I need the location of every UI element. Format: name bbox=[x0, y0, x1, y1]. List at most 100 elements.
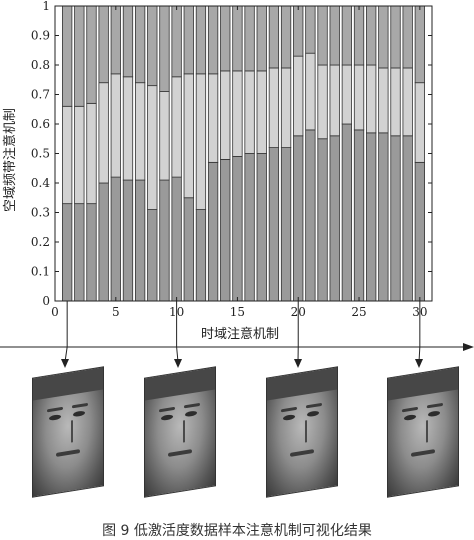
bar-segment-top bbox=[99, 6, 108, 83]
nose-shape bbox=[65, 420, 73, 443]
bar-segment-top bbox=[391, 6, 400, 68]
bar-segment-top bbox=[172, 6, 181, 77]
pointer-arrowhead bbox=[294, 359, 302, 368]
bar-segment-bottom bbox=[293, 136, 302, 301]
eye-shape bbox=[161, 414, 173, 421]
mouth-shape bbox=[290, 449, 314, 457]
eye-shape bbox=[283, 414, 295, 421]
bar-segment-bottom bbox=[257, 154, 266, 302]
y-tick-label: 0.7 bbox=[31, 88, 50, 102]
bar-segment-bottom bbox=[184, 198, 193, 301]
bar-segment-middle bbox=[318, 65, 327, 139]
bar-segment-middle bbox=[111, 74, 120, 177]
bar-segment-middle bbox=[221, 71, 230, 159]
brow-shape bbox=[427, 403, 443, 409]
y-axis-label: 空域频带注意机制 bbox=[2, 108, 18, 212]
bar-segment-bottom bbox=[172, 177, 181, 301]
x-tick-label: 15 bbox=[230, 305, 245, 319]
bar-segment-middle bbox=[281, 68, 290, 148]
bar-segment-bottom bbox=[196, 210, 205, 301]
y-tick-label: 0.3 bbox=[31, 206, 50, 220]
bar-segment-top bbox=[221, 6, 230, 71]
bar-segment-middle bbox=[257, 71, 266, 154]
bar-segment-middle bbox=[123, 77, 132, 180]
bar-segment-middle bbox=[148, 86, 157, 210]
bar-segment-top bbox=[123, 6, 132, 77]
bar-segment-top bbox=[318, 6, 327, 65]
bar-segment-middle bbox=[87, 103, 96, 203]
bar-segment-middle bbox=[391, 68, 400, 136]
y-tick-label: 0.8 bbox=[31, 58, 50, 72]
y-tick-label: 0 bbox=[42, 294, 50, 308]
x-tick-label: 0 bbox=[51, 305, 59, 319]
mouth-shape bbox=[411, 449, 435, 457]
bar-segment-top bbox=[257, 6, 266, 71]
bar-segment-top bbox=[415, 6, 424, 83]
bar-segment-bottom bbox=[330, 136, 339, 301]
bar-segment-middle bbox=[379, 68, 388, 133]
bar-segment-top bbox=[245, 6, 254, 71]
bar-segment-bottom bbox=[75, 204, 84, 301]
bar-segment-top bbox=[148, 6, 157, 86]
bar-segment-bottom bbox=[403, 136, 412, 301]
mouth-shape bbox=[56, 449, 80, 457]
bar-segment-top bbox=[208, 6, 217, 74]
bar-segment-top bbox=[281, 6, 290, 68]
nose-shape bbox=[420, 420, 428, 443]
bar-segment-middle bbox=[208, 74, 217, 163]
bar-segment-bottom bbox=[111, 177, 120, 301]
timeline-arrowhead bbox=[463, 343, 474, 351]
y-tick-label: 1 bbox=[42, 0, 50, 13]
bar-segment-bottom bbox=[99, 183, 108, 301]
bar-segment-middle bbox=[75, 106, 84, 203]
pointer-arrowhead bbox=[174, 359, 182, 368]
figure-caption: 图 9 低激活度数据样本注意机制可视化结果 bbox=[0, 520, 474, 540]
x-tick-label: 25 bbox=[351, 305, 366, 319]
bar-segment-top bbox=[342, 6, 351, 65]
bar-segment-top bbox=[184, 6, 193, 74]
eye-shape bbox=[73, 410, 85, 417]
bar-segment-top bbox=[196, 6, 205, 74]
y-tick-label: 0.1 bbox=[31, 265, 50, 279]
x-axis-label: 时域注意机制 bbox=[201, 326, 279, 342]
eye-shape bbox=[185, 410, 197, 417]
eye-shape bbox=[307, 410, 319, 417]
brow-shape bbox=[281, 407, 297, 413]
bar-segment-top bbox=[233, 6, 242, 71]
y-tick-label: 0.2 bbox=[31, 235, 50, 249]
pointer-arrowhead bbox=[415, 359, 423, 368]
bar-segment-top bbox=[135, 6, 144, 83]
bar-segment-top bbox=[403, 6, 412, 68]
bar-segment-top bbox=[306, 6, 315, 53]
bar-segment-middle bbox=[196, 74, 205, 210]
bar-segment-top bbox=[354, 6, 363, 65]
eye-shape bbox=[49, 414, 61, 421]
bar-segment-middle bbox=[342, 65, 351, 124]
bar-segment-bottom bbox=[366, 133, 375, 301]
bar-segment-top bbox=[269, 6, 278, 68]
bar-segment-bottom bbox=[62, 204, 71, 301]
bar-segment-top bbox=[330, 6, 339, 65]
bar-segment-bottom bbox=[354, 130, 363, 301]
brow-shape bbox=[72, 403, 88, 409]
y-tick-label: 0.9 bbox=[31, 29, 50, 43]
eye-shape bbox=[404, 414, 416, 421]
bar-segment-bottom bbox=[281, 148, 290, 301]
bar-segment-top bbox=[160, 6, 169, 92]
bar-segment-middle bbox=[354, 65, 363, 130]
bar-segment-middle bbox=[233, 71, 242, 157]
bar-segment-middle bbox=[184, 74, 193, 198]
bar-segment-middle bbox=[306, 53, 315, 130]
brow-shape bbox=[47, 407, 63, 413]
face-sample-30 bbox=[387, 366, 459, 497]
y-tick-label: 0.6 bbox=[31, 117, 50, 131]
bar-segment-bottom bbox=[208, 162, 217, 301]
brow-shape bbox=[306, 403, 322, 409]
bar-segment-middle bbox=[269, 68, 278, 148]
bar-segment-middle bbox=[415, 83, 424, 163]
bar-segment-top bbox=[293, 6, 302, 56]
bar-segment-bottom bbox=[160, 180, 169, 301]
bar-segment-bottom bbox=[269, 148, 278, 301]
bar-segment-bottom bbox=[135, 180, 144, 301]
brow-shape bbox=[184, 403, 200, 409]
